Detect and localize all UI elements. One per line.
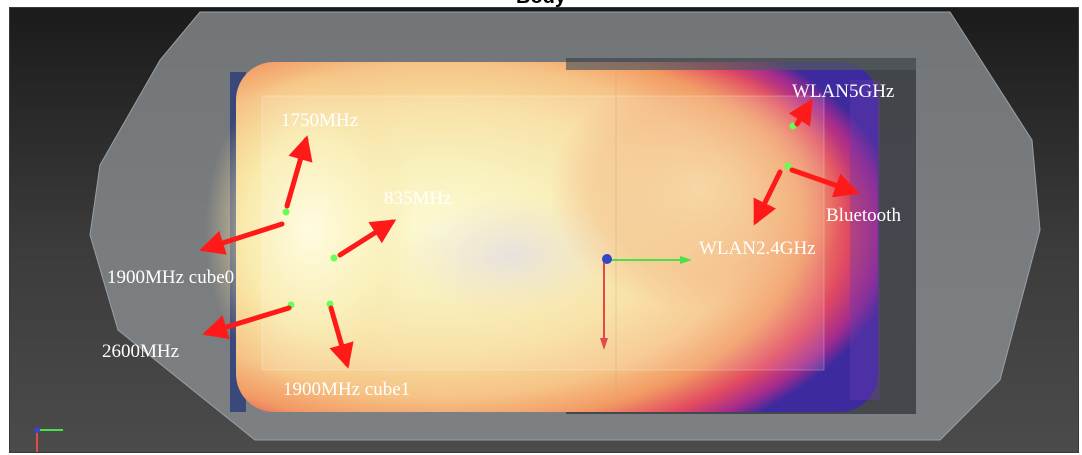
- probe-point-1750: [282, 208, 290, 216]
- arrow-bluetooth: [789, 167, 860, 198]
- label-1900mhz-cube1: 1900MHz cube1: [283, 379, 410, 400]
- orientation-triad: [34, 427, 63, 452]
- probe-point-bluetooth: [784, 162, 792, 170]
- annotation-arrows: [199, 98, 860, 369]
- frequency-labels: 1750MHz 835MHz 1900MHz cube0 2600MHz 190…: [102, 81, 901, 400]
- arrow-835: [337, 219, 397, 258]
- label-1750mhz: 1750MHz: [281, 110, 358, 131]
- sar-heatmap: [205, 62, 880, 412]
- label-bluetooth: Bluetooth: [826, 205, 901, 226]
- arrow-2600: [202, 305, 292, 340]
- label-2600mhz: 2600MHz: [102, 341, 179, 362]
- arrow-wlan5: [788, 98, 813, 127]
- label-wlan5ghz: WLAN5GHz: [792, 81, 894, 102]
- heatmap-hotspot-left: [205, 70, 415, 390]
- label-1900mhz-cube0: 1900MHz cube0: [107, 267, 234, 288]
- label-wlan24ghz: WLAN2.4GHz: [699, 238, 816, 259]
- phone-screen-overlay: [261, 95, 825, 371]
- arrow-1900-cube1: [328, 305, 354, 369]
- heatmap-cool-center: [400, 195, 620, 315]
- probe-point-835: [330, 254, 338, 262]
- arrow-1750: [284, 135, 313, 209]
- center-axis-gizmo: [600, 254, 692, 350]
- figure-title: Body: [0, 0, 1082, 9]
- heatmap-hotspot-right: [550, 70, 850, 310]
- phone-top-band: [566, 58, 916, 70]
- label-835mhz: 835MHz: [384, 188, 452, 209]
- heatmap-right-edge-band: [850, 80, 880, 400]
- arrow-1900-cube0: [199, 221, 285, 255]
- arrow-wlan24: [753, 169, 783, 226]
